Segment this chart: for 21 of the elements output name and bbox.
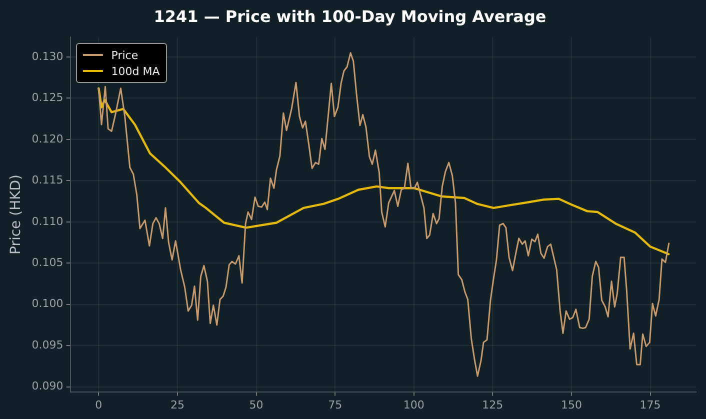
legend-label: Price bbox=[111, 48, 138, 62]
chart-title: 1241 — Price with 100-Day Moving Average bbox=[154, 6, 546, 26]
x-tick-label: 50 bbox=[249, 398, 264, 412]
y-tick-label: 0.090 bbox=[32, 380, 64, 393]
x-tick-label: 75 bbox=[328, 398, 342, 412]
x-tick-label: 150 bbox=[560, 398, 582, 412]
y-tick-label: 0.130 bbox=[32, 50, 64, 63]
y-axis-title: Price (HKD) bbox=[8, 174, 24, 255]
y-tick-label: 0.100 bbox=[32, 297, 64, 310]
x-tick-label: 0 bbox=[95, 398, 102, 412]
legend-label: 100d MA bbox=[111, 64, 160, 78]
y-tick-label: 0.110 bbox=[32, 214, 64, 228]
y-tick-label: 0.115 bbox=[32, 174, 64, 187]
y-tick-label: 0.120 bbox=[32, 132, 64, 146]
y-tick-label: 0.125 bbox=[32, 91, 64, 104]
x-tick-label: 25 bbox=[170, 398, 184, 412]
y-tick-label: 0.095 bbox=[32, 338, 64, 352]
x-tick-label: 175 bbox=[640, 398, 661, 412]
x-tick-label: 100 bbox=[403, 398, 424, 412]
y-tick-label: 0.105 bbox=[32, 256, 64, 270]
x-tick-label: 125 bbox=[482, 398, 504, 412]
